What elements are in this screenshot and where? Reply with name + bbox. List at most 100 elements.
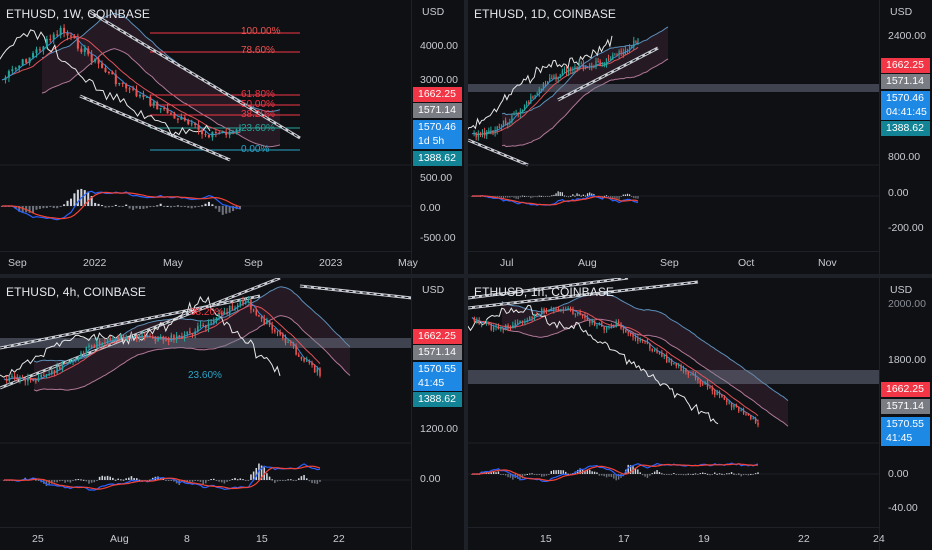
candle-body <box>728 402 730 404</box>
candle-body <box>699 380 702 384</box>
histogram-bar <box>35 206 38 210</box>
histogram-bar <box>48 480 50 486</box>
candle-body <box>543 308 545 311</box>
price-tick: 1800.00 <box>888 354 926 366</box>
candle-body <box>507 325 509 328</box>
candle-body <box>616 54 618 56</box>
histogram-bar <box>531 473 533 475</box>
candle-body <box>533 315 536 319</box>
candle-body <box>45 38 48 47</box>
price-tag: 1662.25 <box>413 329 462 344</box>
time-tick: May <box>398 257 418 269</box>
histogram-bar <box>176 205 179 207</box>
candle-body <box>500 126 503 128</box>
time-axis[interactable]: Sep 2022 May Sep 2023 May <box>0 251 418 274</box>
fib-label: 38.20% <box>190 307 224 318</box>
chart-panel-1w[interactable]: ETHUSD, 1W, COINBASE 100.00% 78.60% 61.8… <box>0 0 464 274</box>
symbol-title[interactable]: ETHUSD, 1D, COINBASE <box>474 7 617 21</box>
fib-label: 100.00% <box>241 26 281 37</box>
candle-body <box>601 322 603 327</box>
histogram-bar <box>218 480 220 482</box>
histogram-bar <box>559 191 561 196</box>
histogram-bar <box>104 206 107 208</box>
chart-panel-1d[interactable]: ETHUSD, 1D, COINBASE USD 2400.00 1662.25… <box>468 0 932 274</box>
candle-body <box>615 321 617 328</box>
chart-panel-1h[interactable]: ETHUSD, 1h, COINBASE USD 2000.00 1800.00… <box>468 278 932 550</box>
histogram-bar <box>138 206 141 210</box>
histogram-bar <box>598 474 601 476</box>
histogram-bar <box>260 465 263 480</box>
price-axis[interactable]: USD 2000.00 1800.00 1662.25 1571.14 1570… <box>879 278 932 550</box>
candle-body <box>142 94 145 97</box>
osc-tick: -200.00 <box>888 222 924 234</box>
candle-body <box>534 94 536 99</box>
trend-channel-dash <box>79 95 231 161</box>
histogram-bar <box>578 194 580 196</box>
chart-panel-4h[interactable]: ETHUSD, 4h, COINBASE 38.20% 23.60% USD 1… <box>0 278 464 550</box>
price-axis[interactable]: USD 4000.00 3000.00 1662.25 1571.14 1570… <box>411 0 464 274</box>
candle-body <box>605 326 608 330</box>
histogram-bar <box>552 470 555 474</box>
time-axis[interactable]: 15 17 19 22 24 <box>468 527 885 550</box>
histogram-bar <box>93 480 96 483</box>
histogram-bar <box>187 206 190 208</box>
candle-body <box>69 361 72 363</box>
price-tick: 4000.00 <box>420 40 458 52</box>
price-tag: 1388.62 <box>413 151 462 166</box>
histogram-bar <box>675 474 678 475</box>
candle-body <box>260 316 263 319</box>
histogram-bar <box>545 474 548 476</box>
histogram-bar <box>513 196 515 198</box>
histogram-bar <box>624 194 627 196</box>
price-axis[interactable]: USD 1662.25 1571.14 1570.55 41:45 1388.6… <box>411 278 464 550</box>
candle-body <box>618 51 620 56</box>
candle-body <box>555 75 557 80</box>
histogram-bar <box>692 473 694 475</box>
histogram-bar <box>504 196 507 198</box>
candle-body <box>490 324 492 330</box>
histogram-bar <box>189 480 191 482</box>
symbol-title[interactable]: ETHUSD, 1W, COINBASE <box>6 7 151 21</box>
histogram-bar <box>180 206 183 208</box>
candle-body <box>42 46 45 51</box>
candle-body <box>166 108 169 114</box>
candle-body <box>589 320 591 324</box>
candle-body <box>149 335 151 338</box>
time-tick: Oct <box>738 257 755 269</box>
price-pane[interactable] <box>468 278 880 528</box>
symbol-title[interactable]: ETHUSD, 4h, COINBASE <box>6 285 147 299</box>
histogram-bar <box>502 474 504 475</box>
candle-body <box>205 325 207 329</box>
candle-body <box>32 53 35 58</box>
signal-line <box>472 195 639 206</box>
currency-label: USD <box>890 6 913 18</box>
histogram-bar <box>570 195 572 197</box>
candle-body <box>586 318 589 321</box>
fib-label: 23.60% <box>241 123 275 134</box>
price-pane[interactable] <box>0 278 412 528</box>
candle-body <box>97 58 100 64</box>
histogram-bar <box>18 206 21 212</box>
histogram-bar <box>665 474 668 475</box>
candle-body <box>37 377 40 381</box>
histogram-bar <box>565 196 568 197</box>
time-axis[interactable]: 25 Aug 8 15 22 <box>0 527 412 550</box>
candle-body <box>576 66 578 70</box>
histogram-bar <box>167 480 170 481</box>
price-pane[interactable] <box>468 0 880 252</box>
time-axis[interactable]: Jul Aug Sep Oct Nov <box>468 251 880 274</box>
symbol-title[interactable]: ETHUSD, 1h, COINBASE <box>474 285 615 299</box>
candle-body <box>622 52 624 55</box>
histogram-bar <box>627 464 629 474</box>
histogram-bar <box>63 204 66 206</box>
price-pane[interactable] <box>0 0 412 252</box>
price-axis[interactable]: USD 2400.00 1662.25 1571.14 1570.46 04:4… <box>879 0 932 274</box>
candle-body <box>35 380 37 382</box>
histogram-bar <box>601 474 603 476</box>
panel-divider-horizontal[interactable] <box>0 274 932 278</box>
candle-body <box>268 320 271 326</box>
candle-body <box>104 342 106 344</box>
candle-body <box>218 132 221 134</box>
candle-body <box>492 130 494 133</box>
candle-body <box>93 346 96 349</box>
